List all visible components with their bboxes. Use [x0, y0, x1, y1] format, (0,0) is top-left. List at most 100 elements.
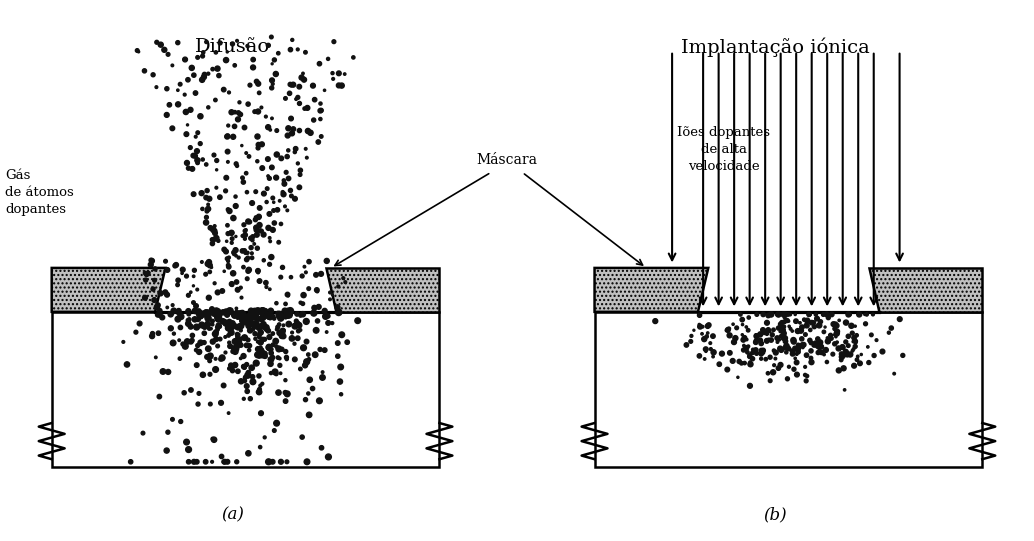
Point — [778, 315, 794, 324]
Point — [772, 320, 789, 328]
Point — [193, 321, 210, 329]
Point — [835, 344, 852, 352]
Point — [851, 310, 868, 319]
Point — [817, 323, 833, 332]
Point — [232, 110, 248, 119]
Point — [772, 360, 789, 369]
Point — [691, 352, 707, 360]
Point — [705, 332, 722, 340]
Point — [784, 327, 800, 335]
Point — [271, 328, 287, 337]
Point — [182, 105, 199, 114]
Point — [774, 326, 791, 334]
Point — [236, 362, 252, 371]
Point — [190, 389, 207, 398]
Point — [180, 164, 196, 173]
Point — [345, 53, 362, 62]
Point — [235, 178, 251, 187]
Point — [822, 331, 839, 340]
Point — [820, 337, 837, 346]
Point — [170, 38, 186, 47]
Point — [239, 248, 255, 257]
Point — [164, 339, 181, 347]
Point — [278, 353, 295, 362]
Point — [781, 317, 797, 326]
Point — [783, 325, 799, 333]
Point — [320, 55, 336, 63]
Point — [249, 322, 266, 331]
Point — [331, 69, 347, 78]
Point — [280, 320, 297, 328]
Point — [811, 338, 827, 347]
Point — [797, 330, 814, 339]
Point — [299, 458, 315, 466]
Point — [213, 316, 230, 325]
Point — [274, 327, 291, 335]
Point — [268, 70, 284, 78]
Point — [243, 307, 260, 315]
Point — [274, 263, 291, 272]
Point — [299, 103, 315, 112]
Point — [209, 166, 225, 174]
Point — [771, 333, 788, 341]
Point — [248, 224, 265, 233]
Point — [308, 286, 325, 294]
Point — [239, 274, 255, 283]
Point — [218, 247, 235, 256]
Point — [814, 348, 830, 357]
Point — [186, 266, 203, 275]
Point — [330, 339, 346, 347]
Point — [741, 351, 758, 359]
Point — [237, 316, 253, 325]
Point — [823, 310, 840, 319]
Point — [119, 360, 135, 369]
Point — [196, 70, 213, 79]
Point — [134, 429, 151, 438]
Point — [732, 310, 749, 319]
Point — [805, 322, 822, 331]
Point — [313, 444, 330, 452]
Point — [204, 305, 220, 313]
Point — [773, 318, 790, 327]
Point — [149, 311, 165, 319]
Point — [284, 328, 301, 337]
Point — [220, 324, 237, 332]
Point — [250, 307, 267, 315]
Point — [199, 213, 215, 222]
Point — [307, 351, 324, 359]
Point — [691, 320, 707, 329]
Point — [292, 99, 308, 108]
Point — [833, 355, 850, 364]
Point — [282, 186, 299, 195]
Point — [845, 337, 861, 346]
Text: Máscara: Máscara — [477, 153, 537, 167]
Point — [320, 312, 336, 320]
Point — [183, 338, 200, 346]
Point — [705, 348, 722, 357]
Point — [719, 326, 735, 335]
Point — [223, 280, 240, 288]
Point — [760, 326, 777, 334]
Point — [765, 326, 782, 334]
Point — [207, 222, 223, 230]
Point — [266, 314, 282, 323]
Point — [260, 123, 276, 131]
Point — [212, 309, 229, 318]
Point — [292, 365, 308, 373]
Point — [225, 248, 242, 257]
Point — [782, 310, 798, 319]
Point — [815, 310, 831, 319]
Point — [764, 331, 781, 339]
Point — [188, 361, 205, 370]
Point — [229, 36, 245, 45]
Point — [234, 293, 250, 302]
Point — [789, 350, 805, 359]
Point — [297, 104, 313, 113]
Point — [193, 312, 210, 321]
Point — [224, 269, 241, 278]
Point — [264, 76, 280, 84]
Point — [809, 314, 825, 323]
Point — [306, 304, 323, 312]
Point — [242, 234, 258, 242]
Point — [226, 311, 243, 320]
